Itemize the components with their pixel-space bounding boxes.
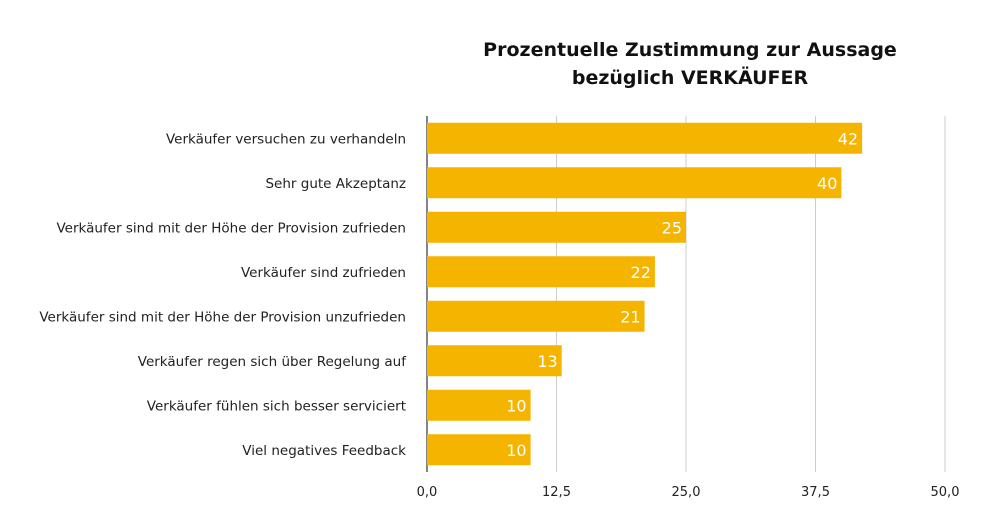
category-label: Verkäufer sind mit der Höhe der Provisio… — [56, 220, 406, 236]
x-tick-label: 50,0 — [931, 485, 960, 500]
data-label: 13 — [537, 352, 557, 371]
category-label: Verkäufer sind zufrieden — [241, 265, 406, 281]
data-label: 22 — [631, 263, 651, 282]
x-tick-label: 25,0 — [672, 485, 701, 500]
bar — [427, 434, 531, 466]
chart-title: Prozentuelle Zustimmung zur Aussage bezü… — [430, 36, 950, 92]
bar — [427, 389, 531, 421]
bar — [427, 167, 842, 199]
category-labels: Verkäufer versuchen zu verhandeln Sehr gu… — [39, 131, 407, 459]
data-label: 21 — [620, 307, 640, 326]
category-label: Verkäufer regen sich über Regelung auf — [138, 354, 407, 370]
data-label: 25 — [662, 218, 682, 237]
data-label: 42 — [838, 129, 858, 148]
x-tick-label: 0,0 — [417, 485, 438, 500]
bar — [427, 345, 562, 377]
bar — [427, 300, 645, 332]
category-label: Verkäufer sind mit der Höhe der Provisio… — [39, 309, 406, 325]
data-label: 10 — [506, 441, 526, 460]
category-label: Verkäufer versuchen zu verhandeln — [166, 131, 406, 147]
category-label: Verkäufer fühlen sich besser serviciert — [147, 398, 406, 414]
chart-title-line-1: Prozentuelle Zustimmung zur Aussage — [483, 39, 897, 61]
bar — [427, 122, 863, 154]
x-tick-label: 37,5 — [801, 485, 830, 500]
bar — [427, 211, 686, 243]
data-label: 40 — [817, 174, 837, 193]
data-label: 10 — [506, 396, 526, 415]
x-tick-label: 12,5 — [542, 485, 571, 500]
bars: 42 40 25 22 21 13 10 10 — [427, 122, 863, 466]
bar — [427, 256, 655, 288]
chart-title-line-2: bezüglich VERKÄUFER — [571, 67, 809, 89]
category-label: Sehr gute Akzeptanz — [265, 176, 406, 192]
x-axis-ticks: 0,0 12,5 25,0 37,5 50,0 — [417, 485, 960, 500]
category-label: Viel negatives Feedback — [242, 443, 406, 459]
